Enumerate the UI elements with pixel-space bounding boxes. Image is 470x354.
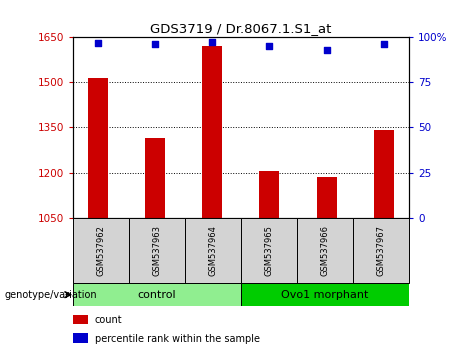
Text: count: count: [94, 315, 122, 325]
Text: GSM537967: GSM537967: [376, 225, 385, 276]
Bar: [185, 218, 241, 283]
Text: genotype/variation: genotype/variation: [5, 290, 97, 300]
Text: GSM537962: GSM537962: [96, 225, 105, 276]
Text: GSM537964: GSM537964: [208, 225, 217, 276]
Bar: [353, 218, 409, 283]
Point: [151, 41, 159, 47]
Text: GSM537963: GSM537963: [152, 225, 161, 276]
Text: control: control: [138, 290, 176, 300]
Bar: [73, 333, 88, 343]
Bar: [259, 171, 280, 218]
Text: GSM537966: GSM537966: [321, 225, 329, 276]
Bar: [297, 218, 353, 283]
Bar: [316, 177, 337, 218]
Bar: [374, 131, 393, 218]
Point: [323, 47, 330, 53]
Bar: [241, 283, 409, 306]
Text: percentile rank within the sample: percentile rank within the sample: [94, 333, 260, 344]
Point: [94, 40, 102, 45]
Bar: [73, 218, 129, 283]
Bar: [73, 315, 88, 324]
Text: Ovo1 morphant: Ovo1 morphant: [281, 290, 368, 300]
Bar: [202, 46, 222, 218]
Bar: [129, 218, 185, 283]
Text: GSM537965: GSM537965: [265, 225, 274, 276]
Bar: [73, 283, 241, 306]
Point: [266, 44, 273, 49]
Point: [380, 41, 387, 47]
Bar: [88, 78, 108, 218]
Title: GDS3719 / Dr.8067.1.S1_at: GDS3719 / Dr.8067.1.S1_at: [150, 22, 331, 35]
Point: [209, 39, 216, 45]
Bar: [145, 138, 165, 218]
Bar: [241, 218, 297, 283]
